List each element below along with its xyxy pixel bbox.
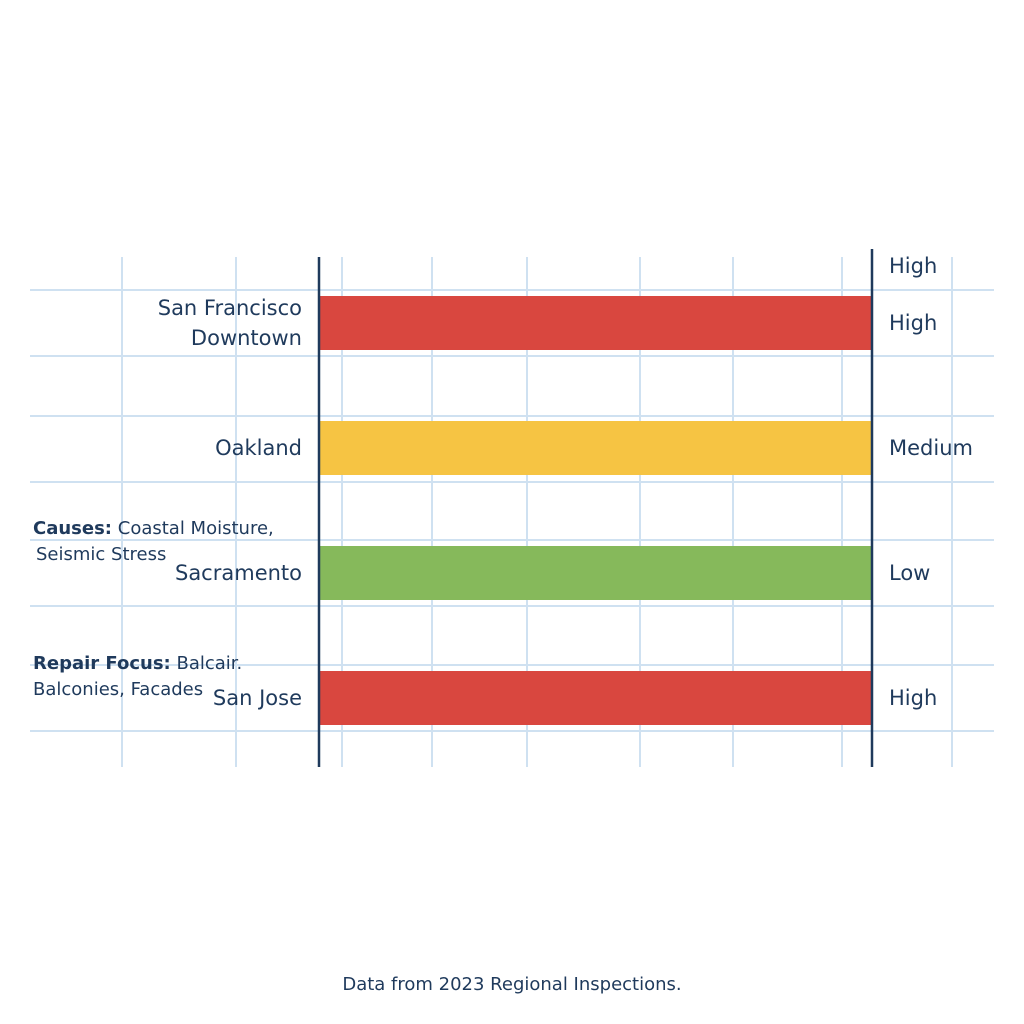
- causes-line2: Seismic Stress: [36, 544, 167, 565]
- axes: [317, 249, 874, 767]
- category-label-0-line-0: San Francisco: [157, 296, 302, 320]
- repair-focus-note: Repair Focus: Balcair. Balconies, Facade…: [33, 651, 242, 703]
- category-label-1: Oakland: [215, 433, 302, 463]
- causes-label: Causes:: [33, 518, 113, 539]
- bar-3: [320, 671, 872, 725]
- causes-note: Causes: Coastal Moisture, Seismic Stress: [33, 516, 274, 568]
- bar-2: [320, 546, 872, 600]
- value-label-1: Medium: [889, 436, 973, 460]
- category-label-0: San Francisco Downtown: [158, 293, 302, 353]
- category-label-3-line-0: San Jose: [212, 686, 302, 710]
- category-label-0-line-1: Downtown: [190, 326, 302, 350]
- repair-focus-line2: Balconies, Facades: [33, 679, 204, 700]
- category-label-1-line-0: Oakland: [215, 436, 302, 460]
- category-label-2-line-0: Sacramento: [174, 561, 302, 585]
- bars: [320, 296, 872, 725]
- category-label-3: San Jose: [213, 683, 302, 713]
- bar-0: [320, 296, 872, 350]
- value-label-2: Low: [889, 561, 931, 585]
- causes-line1: Coastal Moisture,: [117, 518, 274, 539]
- footer-source: Data from 2023 Regional Inspections.: [342, 974, 682, 995]
- repair-focus-line1: Balcair.: [176, 653, 243, 674]
- value-label-0: High: [889, 311, 938, 335]
- bar-1: [320, 421, 872, 475]
- category-label-2: Sacramento: [175, 558, 302, 588]
- repair-focus-label: Repair Focus:: [33, 653, 171, 674]
- scale-header: High: [889, 254, 938, 278]
- value-label-3: High: [889, 686, 938, 710]
